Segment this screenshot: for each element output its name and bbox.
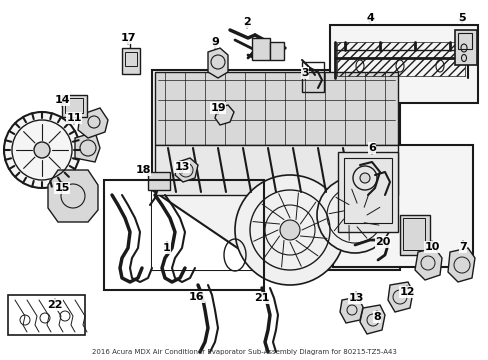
Polygon shape xyxy=(152,190,269,270)
Polygon shape xyxy=(207,48,227,78)
Bar xyxy=(122,48,140,74)
Text: 18: 18 xyxy=(135,165,150,175)
Text: 15: 15 xyxy=(54,183,70,193)
Text: 5: 5 xyxy=(457,13,465,23)
Circle shape xyxy=(316,177,392,253)
Text: 19: 19 xyxy=(210,103,225,113)
Circle shape xyxy=(345,205,364,225)
Polygon shape xyxy=(175,158,198,182)
Bar xyxy=(454,30,476,65)
Circle shape xyxy=(359,173,369,183)
Text: 21: 21 xyxy=(254,293,269,303)
Text: 22: 22 xyxy=(47,300,62,310)
Bar xyxy=(329,25,477,103)
Text: 16: 16 xyxy=(189,292,204,302)
Text: 11: 11 xyxy=(66,113,81,123)
Polygon shape xyxy=(152,70,399,270)
Text: 7: 7 xyxy=(458,242,466,252)
Polygon shape xyxy=(78,108,108,138)
Text: 17: 17 xyxy=(120,33,136,43)
Text: 14: 14 xyxy=(54,95,70,105)
Bar xyxy=(343,158,391,223)
Polygon shape xyxy=(155,72,397,145)
Text: 13: 13 xyxy=(347,293,363,303)
Text: 10: 10 xyxy=(424,242,439,252)
Bar xyxy=(337,152,397,232)
Bar xyxy=(402,218,424,250)
Polygon shape xyxy=(215,105,234,125)
Polygon shape xyxy=(414,248,441,280)
Text: 4: 4 xyxy=(366,13,373,23)
Bar xyxy=(148,172,170,190)
Bar xyxy=(104,180,264,290)
Text: 6: 6 xyxy=(367,143,375,153)
Polygon shape xyxy=(339,297,362,323)
Bar xyxy=(399,215,429,255)
Bar xyxy=(62,95,87,117)
Polygon shape xyxy=(447,248,474,282)
Circle shape xyxy=(4,112,80,188)
Text: 3: 3 xyxy=(301,68,308,78)
Text: 20: 20 xyxy=(375,237,390,247)
Bar xyxy=(332,145,472,267)
Bar xyxy=(251,38,269,60)
Polygon shape xyxy=(359,305,384,334)
Polygon shape xyxy=(387,282,412,312)
Circle shape xyxy=(34,142,50,158)
Bar xyxy=(65,98,83,113)
Circle shape xyxy=(235,175,345,285)
Polygon shape xyxy=(155,145,397,195)
Bar xyxy=(302,62,324,92)
Text: 8: 8 xyxy=(372,312,380,322)
Text: 2: 2 xyxy=(243,17,250,27)
Text: 9: 9 xyxy=(211,37,219,47)
Bar xyxy=(457,33,471,49)
Bar xyxy=(336,42,464,76)
Text: 1: 1 xyxy=(163,243,170,253)
Text: 12: 12 xyxy=(398,287,414,297)
Circle shape xyxy=(280,220,299,240)
Text: 13: 13 xyxy=(174,162,189,172)
Bar xyxy=(125,52,137,66)
Bar xyxy=(269,42,284,60)
Text: 2016 Acura MDX Air Conditioner Evaporator Sub-Assembly Diagram for 80215-TZ5-A43: 2016 Acura MDX Air Conditioner Evaporato… xyxy=(91,349,396,355)
Polygon shape xyxy=(75,132,100,162)
Polygon shape xyxy=(48,170,98,222)
